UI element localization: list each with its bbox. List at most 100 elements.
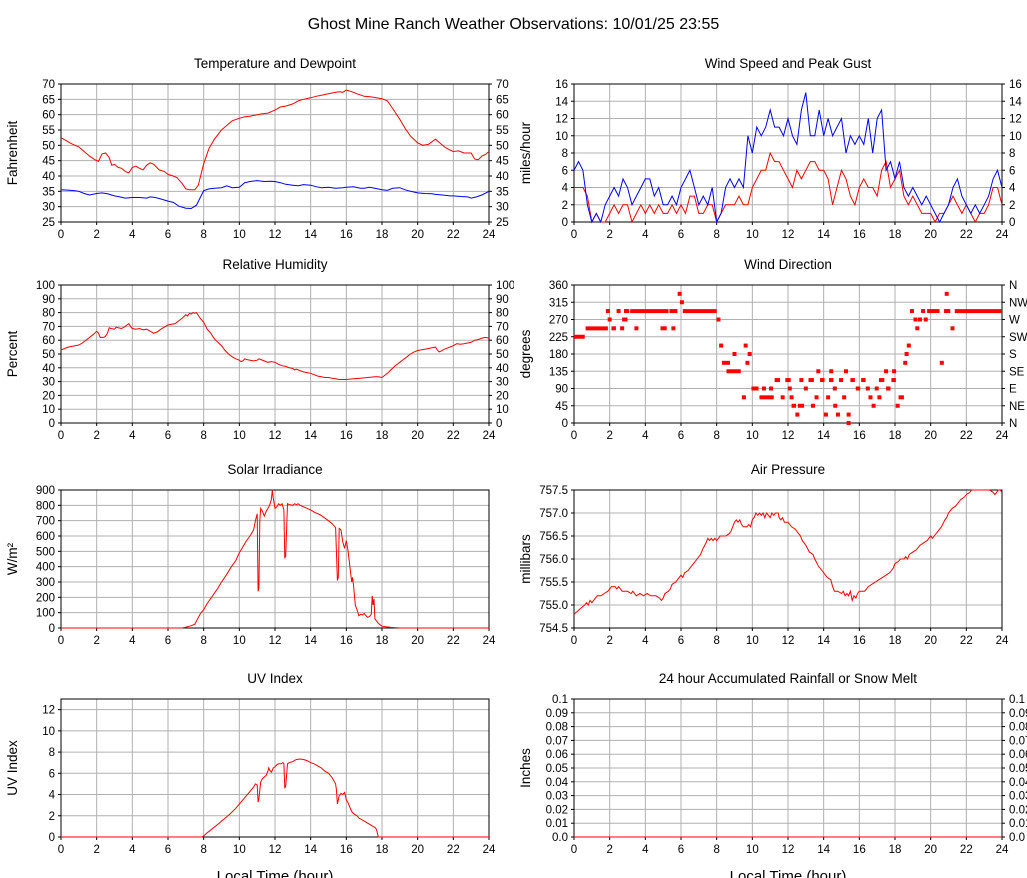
chart-title: Temperature and Dewpoint <box>194 56 356 71</box>
y-tick-label: 14 <box>555 96 568 108</box>
x-tick-label: 10 <box>746 229 759 241</box>
x-tick-label: 20 <box>924 229 937 241</box>
y-tick-label: 0.04 <box>546 777 569 789</box>
x-tick-label: 8 <box>200 635 206 647</box>
chart-title: Air Pressure <box>751 462 825 477</box>
y-tick-label-right: 25 <box>496 217 509 229</box>
x-tick-label: 24 <box>483 229 496 241</box>
x-tick-label: 12 <box>269 844 282 856</box>
series-dewpoint-line <box>60 180 490 210</box>
y-tick-label: 135 <box>549 366 568 378</box>
y-tick-label: 0.09 <box>546 708 568 720</box>
y-tick-label-right: 90 <box>496 294 509 306</box>
y-tick-label: 65 <box>42 94 55 106</box>
x-tick-label: 20 <box>924 635 937 647</box>
y-tick-label-right: 0.09 <box>1009 708 1027 720</box>
y-tick-label-right: 0.08 <box>1009 722 1027 734</box>
y-axis-title: Inches <box>518 748 533 788</box>
y-tick-label-right: 50 <box>496 349 509 361</box>
y-tick-label: 225 <box>549 332 568 344</box>
x-tick-label: 12 <box>269 430 282 442</box>
y-tick-label-right: 0.07 <box>1009 735 1027 747</box>
x-tick-label: 4 <box>129 229 136 241</box>
y-tick-label: 50 <box>42 349 55 361</box>
y-tick-label: 2 <box>562 200 568 212</box>
y-tick-label: 100 <box>36 280 55 292</box>
y-tick-label: 25 <box>42 217 55 229</box>
y-tick-label-right: S <box>1009 349 1017 361</box>
x-tick-label: 14 <box>817 844 830 856</box>
x-tick-label: 2 <box>93 430 99 442</box>
x-tick-label: 10 <box>746 430 759 442</box>
x-tick-label: 18 <box>889 844 902 856</box>
x-tick-label: 20 <box>411 229 424 241</box>
chart-title: Wind Direction <box>744 257 832 272</box>
chart-solar-irradiance: 0 100 200 300 400 500 600 700 800 900 0 2 4 6 8 10 12 14 1… <box>1 458 514 667</box>
x-tick-label: 2 <box>93 844 99 856</box>
x-tick-label: 6 <box>165 844 171 856</box>
y-tick-label: 200 <box>36 592 55 604</box>
y-tick-label: 900 <box>36 485 55 497</box>
series-solar-irradiance-line <box>61 489 489 629</box>
y-tick-label: 16 <box>555 79 568 91</box>
y-axis-title: miles/hour <box>518 121 533 184</box>
y-tick-label: 757.0 <box>539 508 568 520</box>
y-tick-label: 45 <box>555 401 568 413</box>
y-tick-label-right: 70 <box>496 321 509 333</box>
x-tick-label: 18 <box>376 430 389 442</box>
y-tick-label: 0 <box>49 623 55 635</box>
y-tick-label: 60 <box>42 335 55 347</box>
y-tick-label: 6 <box>49 768 55 780</box>
y-tick-label-right: NW <box>1009 297 1027 309</box>
y-tick-label: 12 <box>555 114 568 126</box>
x-tick-label: 8 <box>713 635 719 647</box>
y-tick-label-right: 60 <box>496 335 509 347</box>
y-tick-label: 30 <box>42 377 55 389</box>
chart-rainfall: 0.00.00.010.010.020.020.030.030.040.040.… <box>514 667 1027 878</box>
y-axis-title: Fahrenheit <box>5 120 20 185</box>
x-tick-label: 8 <box>200 229 206 241</box>
x-tick-label: 24 <box>483 635 496 647</box>
x-tick-label: 16 <box>340 229 353 241</box>
y-tick-label-right: 30 <box>496 377 509 389</box>
x-tick-label: 10 <box>233 430 246 442</box>
x-tick-label: 6 <box>165 229 171 241</box>
x-tick-label: 0 <box>58 229 64 241</box>
x-tick-label: 16 <box>340 430 353 442</box>
y-tick-label: 0.07 <box>546 735 568 747</box>
y-tick-label: 800 <box>36 500 55 512</box>
y-tick-label: 90 <box>42 294 55 306</box>
x-tick-label: 8 <box>200 844 206 856</box>
x-tick-label: 8 <box>713 430 719 442</box>
y-tick-label-right: 70 <box>496 79 509 91</box>
y-tick-label: 756.5 <box>539 531 568 543</box>
y-tick-label-right: 0 <box>496 418 502 430</box>
y-tick-label: 12 <box>42 705 55 717</box>
y-tick-label: 0.08 <box>546 722 568 734</box>
y-tick-label: 45 <box>42 156 55 168</box>
y-tick-label-right: 50 <box>496 140 509 152</box>
y-tick-label-right: 55 <box>496 125 509 137</box>
x-tick-label: 2 <box>606 430 612 442</box>
x-tick-label: 4 <box>129 430 136 442</box>
y-tick-label-right: 10 <box>1009 131 1022 143</box>
x-tick-label: 16 <box>340 635 353 647</box>
x-tick-label: 0 <box>58 430 64 442</box>
x-tick-label: 6 <box>678 430 684 442</box>
chart-temperature-dewpoint: 25 25 30 30 35 35 40 40 45 45 50 50 55 55 60 60 65 65 70 70… <box>1 52 514 253</box>
x-tick-label: 2 <box>606 844 612 856</box>
y-tick-label-right: 30 <box>496 202 509 214</box>
chart-title: Wind Speed and Peak Gust <box>705 56 872 71</box>
y-tick-label-right: 8 <box>1009 148 1015 160</box>
series-temperature-line <box>60 89 490 191</box>
y-tick-label-right: N <box>1009 280 1017 292</box>
x-tick-label: 22 <box>960 635 973 647</box>
x-tick-label: 16 <box>340 844 353 856</box>
y-tick-label-right: E <box>1009 384 1017 396</box>
y-tick-label-right: N <box>1009 418 1017 430</box>
y-tick-label: 756.0 <box>539 554 568 566</box>
x-tick-label: 10 <box>233 844 246 856</box>
